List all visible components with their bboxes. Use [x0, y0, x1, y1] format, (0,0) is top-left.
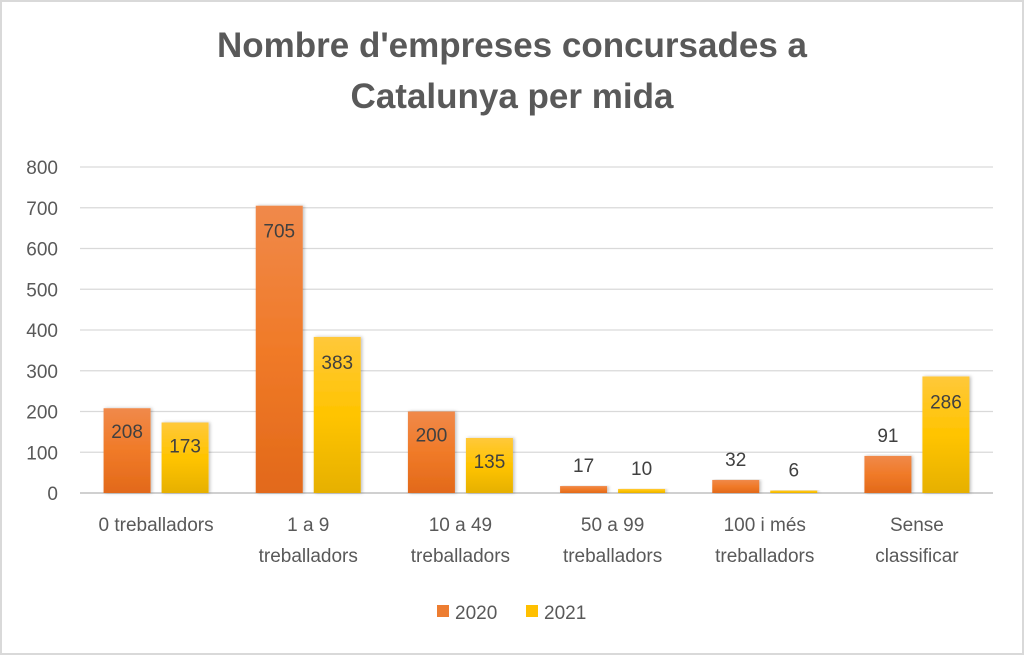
data-label-2021-2: 135 — [474, 452, 506, 473]
x-category-label: 1 a 9 — [287, 515, 329, 536]
x-category-label: Sense — [890, 515, 944, 536]
bar-2020-2 — [407, 411, 455, 493]
data-label-2021-1: 383 — [321, 353, 353, 374]
data-label-2020-1: 705 — [263, 222, 295, 243]
data-label-2021-0: 173 — [169, 437, 201, 458]
chart-title-line-2: Catalunya per mida — [351, 77, 674, 116]
chart-title-line-1: Nombre d'empreses concursades a — [217, 26, 807, 65]
legend: 2020 2021 — [437, 603, 586, 624]
bar-2020-4 — [712, 479, 760, 493]
bar-2020-1 — [255, 205, 303, 493]
x-category-label: 10 a 49 — [429, 515, 492, 536]
legend-swatch-2020 — [437, 605, 449, 617]
y-tick-label: 300 — [26, 362, 58, 383]
x-category-label: treballadors — [411, 546, 510, 567]
legend-swatch-2021 — [526, 605, 538, 617]
bar-2021-0 — [161, 422, 209, 493]
data-label-2021-4: 6 — [788, 461, 799, 482]
x-category-label: classificar — [875, 546, 959, 567]
y-tick-label: 400 — [26, 321, 58, 342]
bar-2021-2 — [465, 437, 513, 493]
data-label-2020-5: 91 — [877, 426, 898, 447]
y-tick-label: 100 — [26, 443, 58, 464]
data-label-2021-3: 10 — [631, 459, 652, 480]
y-tick-label: 800 — [26, 158, 58, 179]
x-category-label: 0 treballadors — [99, 515, 214, 536]
x-category-label: treballadors — [563, 546, 662, 567]
data-label-2020-3: 17 — [573, 456, 594, 477]
bar-2021-1 — [313, 336, 361, 493]
x-category-label: treballadors — [715, 546, 814, 567]
y-tick-label: 700 — [26, 199, 58, 220]
bar-2021-4 — [770, 490, 818, 493]
y-tick-label: 0 — [47, 484, 58, 505]
bar-2020-3 — [560, 486, 608, 493]
data-label-2020-2: 200 — [416, 426, 448, 447]
data-label-2020-4: 32 — [725, 450, 746, 471]
bar-2020-0 — [103, 408, 151, 493]
y-tick-label: 600 — [26, 240, 58, 261]
data-label-2020-0: 208 — [111, 422, 143, 443]
bar-2020-5 — [864, 455, 912, 493]
legend-label-2020: 2020 — [455, 603, 497, 624]
bar-2021-3 — [618, 488, 666, 493]
x-category-label: 50 a 99 — [581, 515, 644, 536]
bar-2021-5 — [922, 376, 970, 493]
legend-label-2021: 2021 — [544, 603, 586, 624]
x-category-label: 100 i més — [724, 515, 806, 536]
y-tick-label: 500 — [26, 280, 58, 301]
y-tick-label: 200 — [26, 403, 58, 424]
data-label-2021-5: 286 — [930, 392, 962, 413]
x-category-label: treballadors — [259, 546, 358, 567]
